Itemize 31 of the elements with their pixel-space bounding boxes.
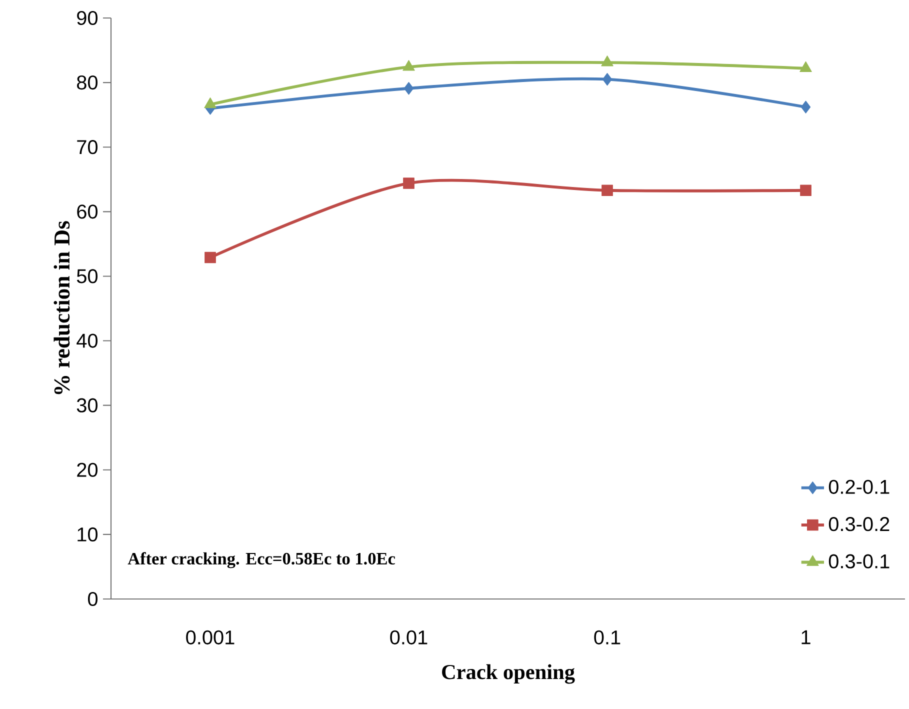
y-tick-label: 20 — [77, 462, 98, 477]
point — [204, 98, 216, 108]
annotation: After cracking. Ecc=0.58Ec to 1.0Ec — [128, 552, 396, 568]
legend-label: 0.3-0.1 — [828, 554, 890, 568]
x-tick-label: 0.1 — [594, 630, 620, 644]
y-tick-label: 80 — [77, 75, 98, 90]
point — [602, 184, 613, 196]
legend-label: 0.3-0.2 — [828, 517, 890, 532]
point — [403, 178, 414, 189]
y-tick-label: 50 — [76, 269, 98, 284]
y-tick-label: 30 — [76, 398, 98, 412]
y-tick-label: 90 — [77, 10, 98, 26]
x-axis-title: Crack opening — [442, 664, 575, 684]
y-axis-title: % reduction in Ds — [54, 221, 70, 394]
y-tick-label: 70 — [77, 140, 98, 154]
y-tick-label: 10 — [78, 527, 98, 542]
point — [800, 184, 812, 196]
point — [602, 72, 612, 86]
point — [404, 82, 414, 95]
x-tick-label: 0.01 — [390, 630, 428, 644]
x-tick-label: 0.001 — [186, 630, 234, 644]
y-tick-label: 60 — [77, 204, 98, 219]
point — [204, 252, 216, 264]
x-tick-label: 1 — [802, 630, 810, 644]
y-tick-label: 0 — [88, 592, 98, 606]
point — [800, 61, 812, 72]
legend-label: 0.2-0.1 — [828, 480, 890, 494]
point — [800, 100, 811, 114]
point — [601, 56, 614, 66]
point — [402, 60, 415, 71]
y-tick-label: 40 — [76, 334, 98, 348]
